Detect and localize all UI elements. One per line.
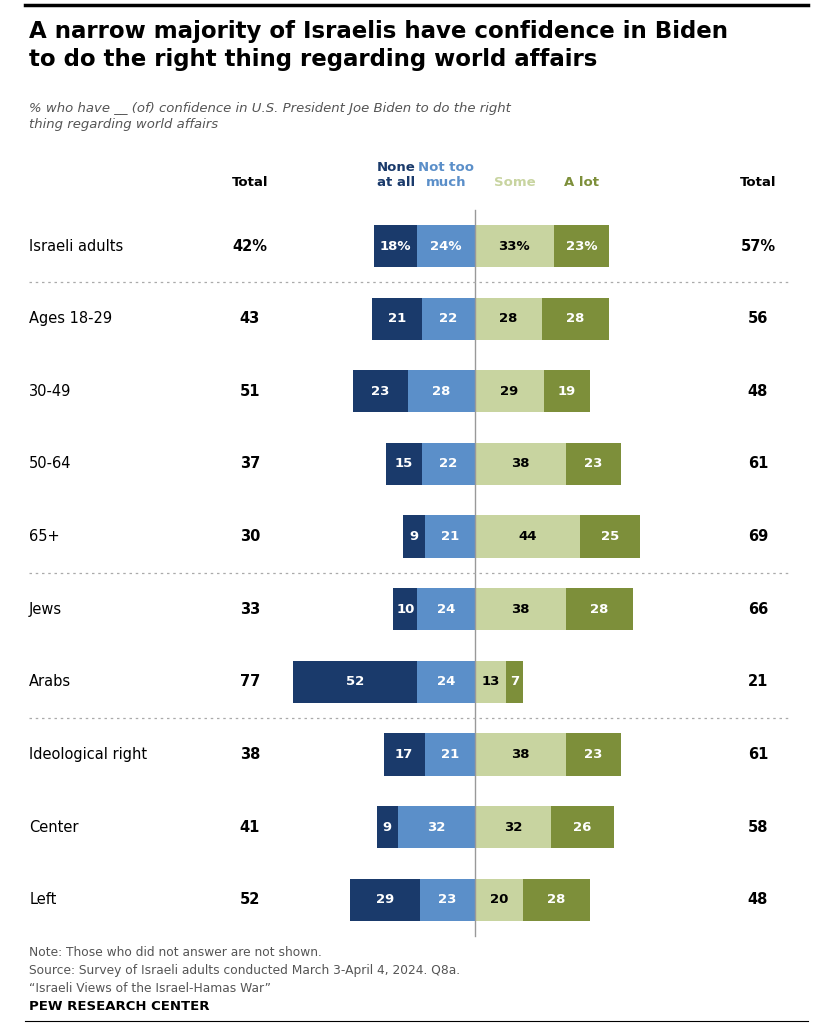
Text: 23: 23	[584, 457, 602, 471]
Text: 52: 52	[240, 892, 260, 907]
Text: 51: 51	[240, 384, 260, 399]
Text: A narrow majority of Israelis have confidence in Biden
to do the right thing reg: A narrow majority of Israelis have confi…	[29, 20, 728, 71]
Text: 23: 23	[438, 893, 456, 906]
Text: 9: 9	[383, 820, 392, 834]
Text: Israeli adults: Israeli adults	[29, 238, 123, 254]
Text: Ages 18-29: Ages 18-29	[29, 311, 112, 326]
Text: Center: Center	[29, 819, 78, 835]
Text: Jews: Jews	[29, 602, 62, 617]
Text: 33%: 33%	[498, 239, 530, 253]
Text: 18%: 18%	[380, 239, 412, 253]
Text: 32: 32	[504, 820, 522, 834]
Text: 65+: 65+	[29, 529, 60, 544]
Text: 37: 37	[240, 456, 260, 472]
Text: Total: Total	[740, 176, 776, 189]
Text: 28: 28	[547, 893, 566, 906]
Text: 58: 58	[748, 819, 768, 835]
Text: 28: 28	[432, 385, 451, 398]
Text: 15: 15	[395, 457, 413, 471]
Text: 22: 22	[439, 312, 457, 325]
Text: 26: 26	[573, 820, 591, 834]
Text: Ideological right: Ideological right	[29, 747, 147, 762]
Text: 20: 20	[490, 893, 508, 906]
Text: 23: 23	[584, 748, 602, 761]
Text: 29: 29	[501, 385, 519, 398]
Text: 44: 44	[518, 530, 536, 543]
Text: 28: 28	[566, 312, 585, 325]
Text: 21: 21	[441, 530, 459, 543]
Text: 23: 23	[371, 385, 389, 398]
Text: 61: 61	[748, 456, 768, 472]
Text: 77: 77	[240, 674, 260, 690]
Text: 48: 48	[748, 384, 768, 399]
Text: 38: 38	[511, 457, 530, 471]
Text: 10: 10	[397, 603, 415, 616]
Text: 33: 33	[240, 602, 260, 617]
Text: None
at all: None at all	[377, 162, 415, 189]
Text: 30-49: 30-49	[29, 384, 72, 399]
Text: Some: Some	[493, 176, 535, 189]
Text: 42%: 42%	[232, 238, 267, 254]
Text: 43: 43	[240, 311, 260, 326]
Text: Left: Left	[29, 892, 57, 907]
Text: 57%: 57%	[741, 238, 776, 254]
Text: 28: 28	[499, 312, 517, 325]
Text: 29: 29	[376, 893, 394, 906]
Text: 25: 25	[601, 530, 619, 543]
Text: 23%: 23%	[566, 239, 597, 253]
Text: 28: 28	[590, 603, 609, 616]
Text: Arabs: Arabs	[29, 674, 72, 690]
Text: Note: Those who did not answer are not shown.
Source: Survey of Israeli adults c: Note: Those who did not answer are not s…	[29, 946, 461, 995]
Text: 38: 38	[511, 603, 530, 616]
Text: 17: 17	[395, 748, 413, 761]
Text: 9: 9	[409, 530, 418, 543]
Text: 19: 19	[558, 385, 576, 398]
Text: 22: 22	[439, 457, 457, 471]
Text: 24: 24	[436, 675, 456, 688]
Text: A lot: A lot	[564, 176, 599, 189]
Text: 21: 21	[388, 312, 407, 325]
Text: % who have __ (of) confidence in U.S. President Joe Biden to do the right
thing : % who have __ (of) confidence in U.S. Pr…	[29, 102, 511, 131]
Text: 56: 56	[748, 311, 768, 326]
Text: 38: 38	[240, 747, 260, 762]
Text: 7: 7	[510, 675, 519, 688]
Text: 30: 30	[240, 529, 260, 544]
Text: 21: 21	[441, 748, 459, 761]
Text: 66: 66	[748, 602, 768, 617]
Text: 61: 61	[748, 747, 768, 762]
Text: 13: 13	[481, 675, 500, 688]
Text: 38: 38	[511, 748, 530, 761]
Text: 32: 32	[427, 820, 446, 834]
Text: 41: 41	[240, 819, 260, 835]
Text: 69: 69	[748, 529, 768, 544]
Text: 52: 52	[346, 675, 364, 688]
Text: 48: 48	[748, 892, 768, 907]
Text: Not too
much: Not too much	[418, 162, 474, 189]
Text: 24: 24	[436, 603, 456, 616]
Text: Total: Total	[232, 176, 268, 189]
Text: PEW RESEARCH CENTER: PEW RESEARCH CENTER	[29, 999, 210, 1013]
Text: 50-64: 50-64	[29, 456, 72, 472]
Text: 24%: 24%	[431, 239, 461, 253]
Text: 21: 21	[748, 674, 768, 690]
